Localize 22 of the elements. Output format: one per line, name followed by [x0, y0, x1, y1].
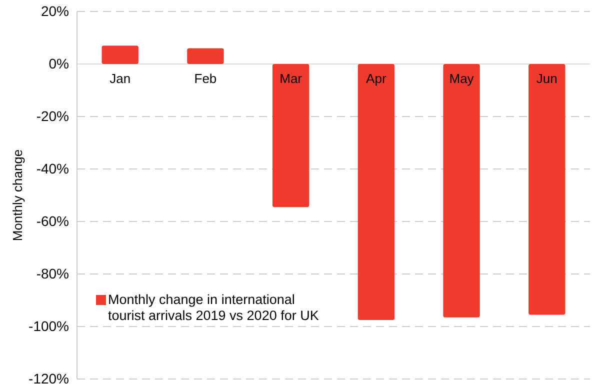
bar: [358, 64, 395, 320]
y-axis-title: Monthly change: [10, 149, 25, 242]
bar: [443, 64, 480, 318]
y-tick-label: -120%: [28, 370, 69, 386]
legend-label: Monthly change in international tourist arrivals 2019 vs 2020 for UK: [108, 292, 319, 323]
x-tick-label: Apr: [366, 71, 387, 86]
y-tick-label: -60%: [36, 212, 69, 229]
y-tick-label: -100%: [28, 318, 69, 334]
bar: [528, 64, 566, 315]
y-tick-label: 20%: [40, 2, 69, 19]
y-tick-label: -20%: [36, 108, 69, 124]
bar: [272, 64, 310, 208]
x-tick-label: Feb: [194, 71, 217, 86]
x-tick-label: May: [449, 71, 474, 86]
bar: [102, 46, 138, 64]
y-tick-label: -80%: [36, 265, 69, 282]
x-tick-label: Mar: [280, 71, 303, 86]
x-tick-label: Jan: [110, 71, 131, 86]
bar: [187, 48, 224, 64]
y-tick-label: 0%: [48, 55, 69, 72]
y-tick-label: -40%: [36, 160, 69, 176]
x-tick-label: Jun: [536, 71, 558, 86]
